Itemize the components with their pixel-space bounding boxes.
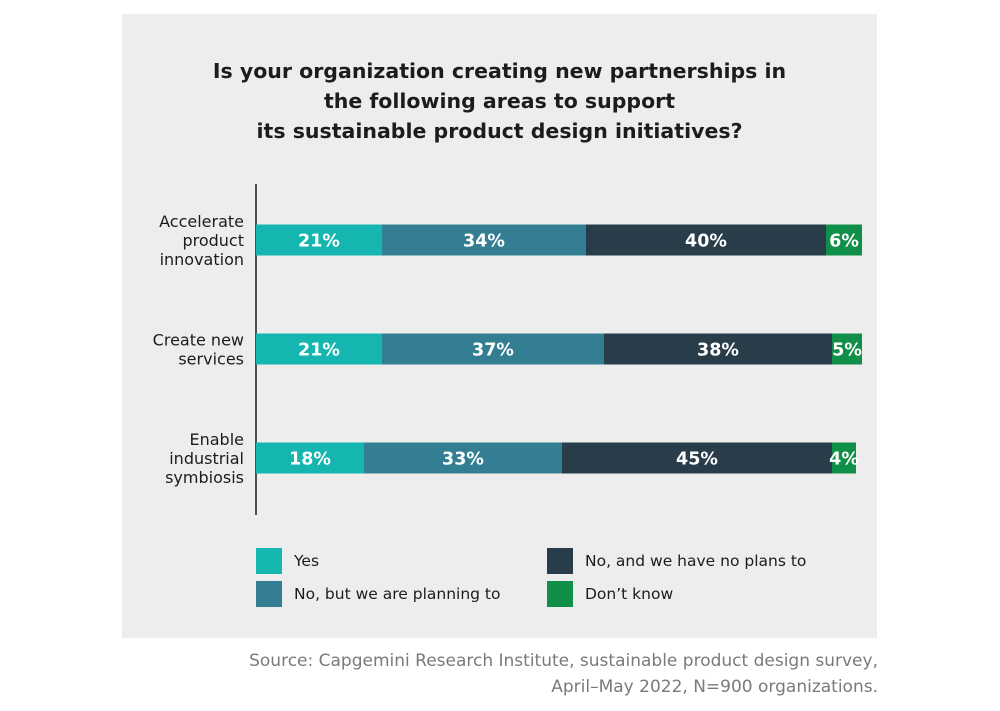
bar-segment xyxy=(586,224,826,256)
chart-title: Is your organization creating new partne… xyxy=(212,59,787,143)
stacked-bar-chart: Accelerate product innovation 21% 34% 40% 6% Cr… xyxy=(153,184,862,515)
bar-value-label: 21% xyxy=(298,232,340,252)
legend-label: No, and we have no plans to xyxy=(585,552,807,570)
legend-swatch xyxy=(256,581,282,607)
legend-item: No, but we are planning to xyxy=(256,581,500,607)
bar-segment xyxy=(562,442,832,474)
legend-label: Yes xyxy=(294,552,320,570)
bar-value-label: 37% xyxy=(472,341,514,361)
legend-item: No, and we have no plans to xyxy=(547,548,806,574)
bar-value-label: 33% xyxy=(442,450,484,470)
legend-item: Don’t know xyxy=(547,581,673,607)
bar-value-label: 21% xyxy=(298,341,340,361)
legend: Yes No, and we have no plans to No, but we… xyxy=(256,548,856,618)
bar-segment xyxy=(256,224,382,256)
category-label: Create new services xyxy=(153,331,244,369)
bar-segment xyxy=(826,224,862,256)
bar-value-label: 38% xyxy=(697,341,739,361)
bar-segment xyxy=(256,333,382,365)
bar-value-label: 5% xyxy=(832,341,862,361)
bar-value-label: 45% xyxy=(676,450,718,470)
source-note: Source: Capgemini Research Institute, su… xyxy=(249,651,878,697)
bar-value-label: 4% xyxy=(829,450,859,470)
legend-label: Don’t know xyxy=(585,585,674,603)
bar-value-label: 34% xyxy=(463,232,505,252)
bar-segment xyxy=(364,442,562,474)
bar-segment xyxy=(382,333,604,365)
legend-swatch xyxy=(547,548,573,574)
chart-panel: Is your organization creating new partne… xyxy=(122,14,877,638)
bar-segment xyxy=(256,442,364,474)
bar-segment xyxy=(832,442,856,474)
category-label: Enable industrial symbiosis xyxy=(165,430,244,487)
legend-swatch xyxy=(547,581,573,607)
bar-value-label: 6% xyxy=(829,232,859,252)
legend-item: Yes xyxy=(256,548,319,574)
bar-value-label: 18% xyxy=(289,450,331,470)
bar-segment xyxy=(604,333,832,365)
bar-value-label: 40% xyxy=(685,232,727,252)
legend-label: No, but we are planning to xyxy=(294,585,501,603)
legend-swatch xyxy=(256,548,282,574)
bar-segment xyxy=(382,224,586,256)
bar-segment xyxy=(832,333,862,365)
category-label: Accelerate product innovation xyxy=(159,212,244,269)
